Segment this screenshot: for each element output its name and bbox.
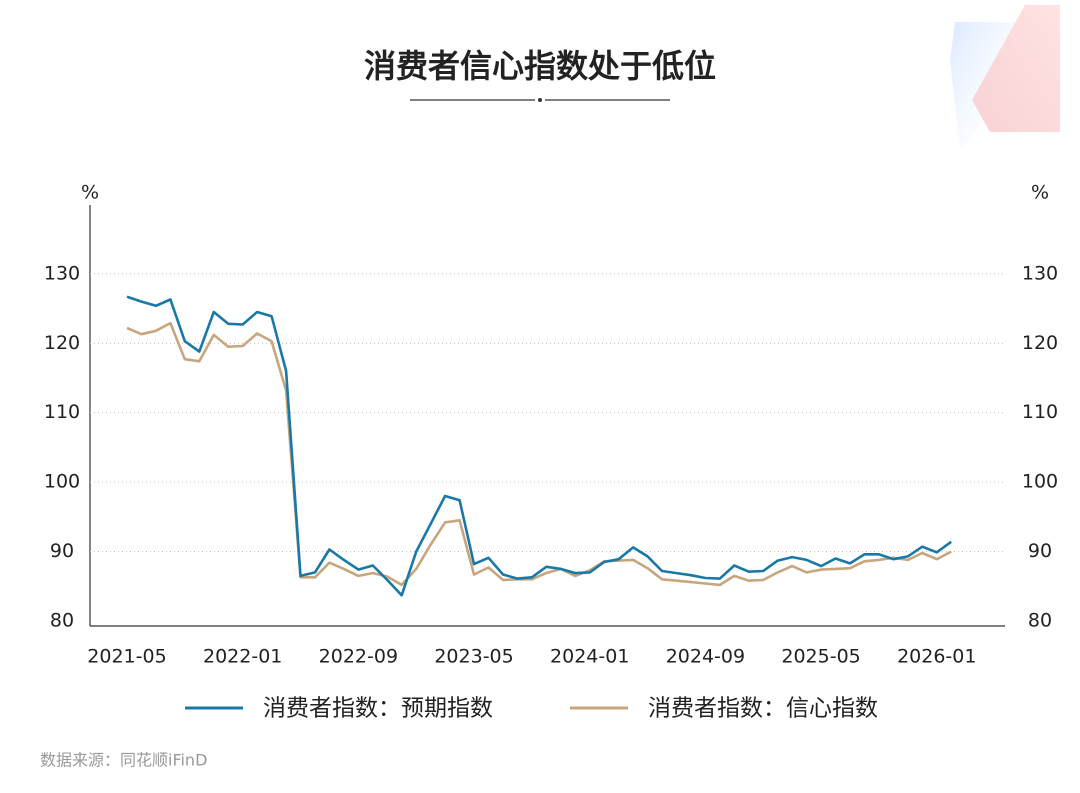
y-tick-label: 110 [44, 401, 80, 423]
legend-label: 消费者指数：预期指数 [263, 696, 493, 722]
chart-title: 消费者信心指数处于低位 [364, 47, 716, 85]
y-tick-label: 90 [50, 540, 74, 562]
x-tick-label: 2024-01 [550, 646, 629, 668]
x-tick-label: 2022-01 [203, 646, 282, 668]
y-tick-label: 80 [1028, 610, 1052, 632]
x-tick-label: 2024-09 [666, 646, 745, 668]
source: 数据来源：同花顺iFinD [40, 751, 207, 770]
decoration [972, 5, 1060, 132]
y-tick-label: 100 [1022, 471, 1058, 493]
y-tick-label: 130 [1022, 262, 1058, 284]
x-tick-label: 2026-01 [897, 646, 976, 668]
y-tick-label: 100 [44, 471, 80, 493]
y-tick-label: 120 [1022, 332, 1058, 354]
line-series [126, 321, 952, 587]
x-tick-label: 2023-05 [434, 646, 513, 668]
x-tick-label: 2021-05 [87, 646, 166, 668]
y-axis-label: % [81, 182, 99, 204]
y-axis-label: % [1031, 182, 1049, 204]
y-tick-label: 120 [44, 332, 80, 354]
decoration [538, 98, 542, 102]
y-tick-label: 80 [50, 610, 74, 632]
y-tick-label: 110 [1022, 401, 1058, 423]
x-tick-label: 2022-09 [319, 646, 398, 668]
line-series [126, 295, 952, 597]
x-tick-label: 2025-05 [781, 646, 860, 668]
y-tick-label: 130 [44, 262, 80, 284]
legend-label: 消费者指数：信心指数 [648, 696, 878, 722]
y-tick-label: 90 [1028, 540, 1052, 562]
